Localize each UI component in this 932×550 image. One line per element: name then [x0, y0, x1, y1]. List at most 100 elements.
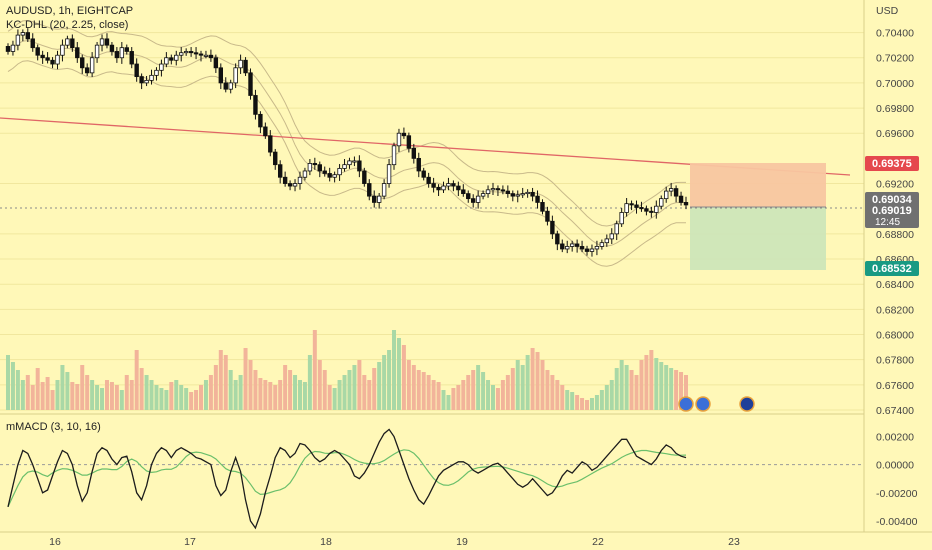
price-axis[interactable]: 0.70400 0.70200 0.70000 0.69800 0.69600 0.692… — [876, 28, 914, 417]
volume-bar — [421, 372, 426, 410]
event-icons[interactable] — [678, 396, 755, 412]
candle-body — [411, 147, 417, 159]
candle-body — [104, 38, 110, 46]
volume-bar — [431, 380, 436, 410]
candle-body — [421, 170, 426, 178]
volume-bar — [129, 380, 134, 410]
legend[interactable]: AUDUSD, 1h, EIGHTCAP KC-DHL (20, 2.25, c… — [6, 5, 133, 433]
volume-bar — [352, 365, 357, 410]
volume-bar — [684, 375, 688, 410]
volume-bar — [416, 370, 421, 410]
volume-bar — [644, 355, 649, 410]
volume-bar — [85, 375, 90, 410]
volume-bar — [387, 350, 392, 410]
volume-bar — [327, 385, 332, 410]
candle-body — [89, 57, 95, 74]
volume-bar — [50, 390, 55, 410]
candle-body — [55, 54, 60, 65]
volume-bar — [114, 385, 119, 410]
candle-body — [149, 74, 154, 81]
au-flag-icon[interactable] — [739, 396, 755, 412]
volume-bar — [342, 375, 347, 410]
candle-body — [322, 170, 327, 174]
volume-bar — [288, 370, 293, 410]
volume-bar — [184, 388, 189, 410]
price-tick-label: 0.70000 — [876, 78, 914, 90]
candle-body — [362, 170, 367, 184]
macd-title[interactable]: mMACD (3, 10, 16) — [6, 421, 101, 433]
volume-bar — [639, 360, 644, 410]
candle-body — [282, 176, 288, 184]
candle-body — [401, 132, 407, 137]
candle-body — [164, 57, 169, 65]
stop-zone[interactable] — [690, 163, 826, 207]
candle-body — [228, 82, 233, 90]
volume-bar — [307, 355, 312, 410]
volume-bar — [575, 395, 580, 410]
candle-body — [515, 194, 520, 197]
candle-body — [451, 183, 456, 187]
candle-body — [50, 59, 55, 65]
volume-bar — [609, 380, 614, 410]
volume-bar — [486, 380, 491, 410]
candle-body — [619, 212, 624, 225]
target-badge — [865, 261, 919, 276]
volume-bar — [159, 388, 164, 410]
stop-badge-text: 0.69375 — [872, 158, 912, 170]
price-tick-label: 0.69800 — [876, 103, 914, 115]
candle-body — [124, 47, 129, 52]
price-tick-label: 0.68000 — [876, 330, 914, 342]
current-badge-text: 0.69034 — [872, 194, 913, 206]
candle-body — [263, 126, 268, 137]
candle-body — [589, 248, 595, 252]
candle-body — [569, 243, 575, 247]
candle-body — [391, 145, 397, 166]
time-axis[interactable]: 16 17 18 19 22 23 — [49, 536, 740, 548]
candle-body — [198, 53, 204, 56]
candle-body — [416, 157, 421, 172]
candle-body — [35, 47, 40, 56]
symbol-title[interactable]: AUDUSD, 1h, EIGHTCAP — [6, 5, 133, 17]
countdown-text: 12:45 — [875, 217, 900, 228]
time-tick-label: 17 — [184, 536, 196, 548]
position-tool[interactable] — [690, 163, 826, 270]
candle-body — [475, 195, 481, 203]
us-flag-icon[interactable] — [678, 396, 694, 412]
volume-bar — [139, 368, 144, 410]
volume-bar — [223, 355, 228, 410]
volume-bar — [520, 365, 525, 410]
volume-bar — [594, 395, 599, 410]
volume-bar — [411, 365, 416, 410]
indicator-title[interactable]: KC-DHL (20, 2.25, close) — [6, 19, 128, 31]
time-tick-label: 19 — [456, 536, 468, 548]
candle-body — [431, 183, 436, 188]
target-zone[interactable] — [690, 207, 826, 270]
candle-body — [668, 188, 674, 192]
candle-body — [466, 193, 471, 200]
time-tick-label: 23 — [728, 536, 740, 548]
volume-bar — [134, 350, 139, 410]
time-tick-label: 22 — [592, 536, 604, 548]
us-flag-icon[interactable] — [695, 396, 711, 412]
candle-body — [144, 79, 149, 84]
volume-bar — [30, 385, 35, 410]
volume-bar — [466, 375, 471, 410]
candle-body — [357, 160, 362, 172]
volume-bar — [80, 365, 85, 410]
price-tick-label: 0.67600 — [876, 380, 914, 392]
volume-bar — [659, 362, 664, 410]
volume-bar — [634, 375, 639, 410]
candle-body — [119, 47, 125, 59]
candle-body — [312, 163, 318, 166]
volume-bar — [213, 365, 218, 410]
candle-body — [342, 164, 347, 169]
volume-bar — [649, 350, 654, 410]
volume-bar — [208, 375, 213, 410]
volume-bar — [109, 382, 114, 410]
candle-body — [253, 95, 258, 115]
volume-bar — [104, 380, 109, 410]
volume-bar — [471, 370, 476, 410]
candle-body — [500, 189, 506, 192]
candle-body — [461, 189, 466, 195]
